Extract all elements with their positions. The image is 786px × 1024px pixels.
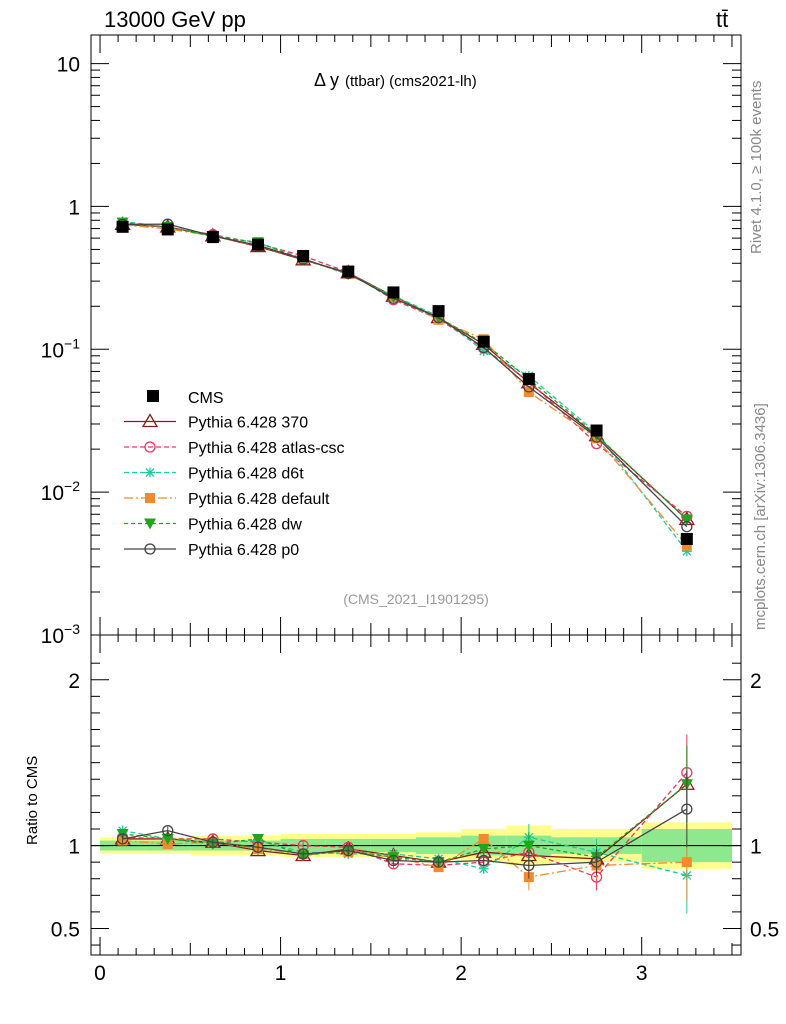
main-point — [681, 540, 692, 551]
legend-marker-4 — [144, 518, 156, 530]
ratio-point — [681, 857, 692, 868]
x-tick-label: 1 — [275, 962, 287, 985]
ratio-series-line-4 — [122, 783, 688, 863]
main-series-line-5 — [122, 223, 688, 528]
y-tick-label: 10−3 — [41, 621, 81, 648]
cms-data-point — [680, 532, 693, 545]
legend-label-0: Pythia 6.428 370 — [188, 415, 308, 432]
star-stroke — [479, 346, 489, 356]
legend-label-1: Pythia 6.428 atlas-csc — [188, 440, 345, 457]
x-tick-label: 3 — [636, 962, 648, 985]
legend-marker-0 — [141, 413, 159, 428]
cms-data-point — [116, 220, 129, 233]
chart-title-sub: (ttbar) (cms2021-lh) — [345, 73, 477, 90]
ratio-point — [207, 836, 219, 848]
ratio-point — [387, 854, 400, 867]
energy-label: 13000 GeV pp — [104, 7, 246, 32]
legend-label-3: Pythia 6.428 default — [188, 491, 330, 508]
legend-marker-3 — [145, 493, 155, 503]
ratio-point — [523, 859, 535, 872]
cms-data-point — [206, 231, 219, 244]
ratio-point — [161, 833, 174, 845]
cms-data-point — [590, 424, 603, 437]
star-stroke — [145, 468, 155, 477]
ratio-point — [478, 854, 490, 867]
ratio-tick-label-left: 2 — [68, 670, 80, 693]
ratio-point — [297, 848, 309, 860]
main-plot: 10 1 10−1 10−2 10−3 Δ y (ttbar) (cms2021-lh)… — [41, 34, 742, 648]
cms-data-point — [342, 265, 355, 278]
legend-label-cms: CMS — [188, 390, 224, 407]
cms-data-point — [522, 372, 535, 385]
process-label: tt̄ — [716, 7, 728, 32]
ratio-point — [590, 856, 603, 868]
legend-marker-cms — [147, 390, 159, 402]
cms-data-point — [252, 238, 265, 251]
ratio-plot-frame — [90, 634, 742, 956]
ratio-plot: 2 2 1 1 0.5 0.5 Ratio to CMS — [24, 634, 779, 956]
y-tick-label: 10 — [57, 54, 80, 77]
ratio-tick-label-right: 0.5 — [750, 918, 779, 941]
ratio-point — [162, 824, 174, 837]
y-tick-label: 1 — [68, 196, 80, 219]
ratio-point — [252, 833, 265, 845]
chart-title-main: Δ y — [314, 70, 339, 90]
ratio-point — [116, 833, 129, 845]
legend-label-2: Pythia 6.428 d6t — [188, 466, 304, 483]
legend-marker-5 — [144, 543, 156, 555]
ratio-point — [252, 841, 264, 853]
mcplots-side-label: mcplots.cern.ch [arXiv:1306.3436] — [752, 403, 769, 630]
cms-data-point — [432, 305, 445, 318]
ratio-point — [681, 803, 693, 815]
main-point — [680, 514, 693, 526]
legend-marker-2 — [145, 467, 155, 478]
ratio-tick-label-left: 1 — [68, 836, 80, 859]
ratio-series-line-3 — [122, 838, 687, 878]
star-stroke — [479, 864, 489, 874]
legend-marker-1 — [144, 441, 156, 453]
legend-label-5: Pythia 6.428 p0 — [188, 542, 299, 559]
y-tick-label: 10−1 — [41, 335, 81, 362]
main-point — [681, 520, 693, 533]
ratio-tick-label-left: 0.5 — [51, 918, 80, 941]
ratio-point — [478, 833, 489, 844]
ratio-series-line-5 — [122, 808, 688, 867]
ratio-point — [432, 856, 445, 868]
main-series-line-4 — [122, 221, 688, 520]
cms-data-point — [387, 286, 400, 299]
ratio-point — [522, 840, 535, 852]
ratio-tick-label-right: 2 — [750, 670, 762, 693]
cms-data-point — [477, 335, 490, 348]
y-tick-label: 10−2 — [41, 478, 81, 505]
analysis-watermark: (CMS_2021_I1901295) — [343, 591, 489, 607]
legend: CMS Pythia 6.428 370 Pythia 6.428 atlas-cs… — [124, 390, 345, 559]
x-tick-label: 0 — [94, 962, 106, 985]
cms-data-point — [161, 223, 174, 236]
x-tick-label: 2 — [455, 962, 467, 985]
ratio-tick-label-right: 1 — [750, 836, 762, 859]
legend-label-4: Pythia 6.428 dw — [188, 517, 302, 534]
ratio-point — [342, 844, 354, 857]
rivet-side-label: Rivet 4.1.0, ≥ 100k events — [748, 81, 765, 254]
ratio-point — [477, 843, 490, 855]
cms-data-point — [297, 249, 310, 262]
ratio-ylabel: Ratio to CMS — [24, 756, 41, 845]
